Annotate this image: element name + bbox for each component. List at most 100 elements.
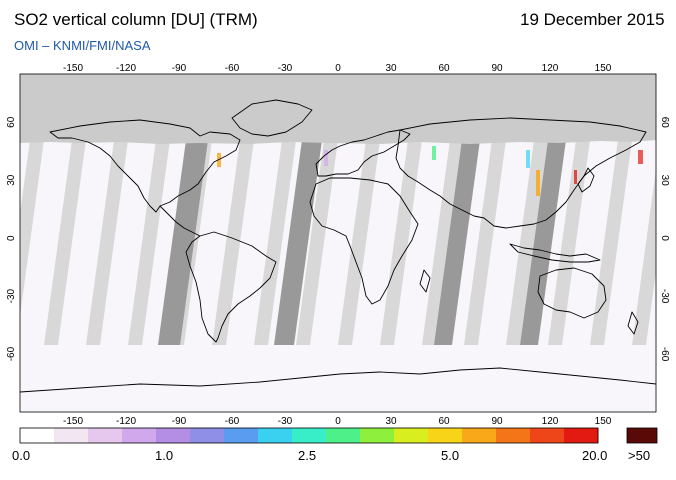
colorbar-label-2: 2.5 [298, 448, 317, 463]
orbit-swath [548, 140, 590, 345]
lat-tick-left-1: 30 [6, 174, 17, 186]
lon-tick-top-0: -150 [63, 63, 83, 74]
lon-tick-top-5: 0 [335, 63, 341, 74]
lat-tick-left-3: -30 [6, 288, 17, 303]
orbit-swath [20, 140, 44, 316]
lon-tick-bottom-7: 60 [438, 416, 450, 427]
lat-tick-left-4: -60 [6, 346, 17, 361]
coastlines [20, 99, 656, 393]
latitude-ticks-right: 60 30 0 -30 -60 [659, 117, 670, 362]
orbit-swath [254, 140, 296, 345]
colorbar-segment [258, 428, 293, 443]
coastline-central-america [159, 205, 201, 237]
no-data-swath [158, 140, 208, 345]
so2-hotspot-sahara [324, 150, 328, 166]
lon-tick-top-9: 120 [542, 63, 559, 74]
coastline-madagascar [419, 269, 431, 293]
coastline-japan [577, 167, 595, 193]
so2-hotspot-east-asia [536, 170, 540, 196]
orbit-swath [590, 140, 632, 345]
colorbar-segment [190, 428, 225, 443]
colorbar-strip [20, 428, 599, 443]
coastline-greenland [231, 99, 313, 137]
lon-tick-top-7: 60 [438, 63, 450, 74]
polar-night-region [20, 74, 656, 144]
no-data-swath [274, 140, 322, 345]
colorbar-segment [564, 428, 599, 443]
map-date: 19 December 2015 [520, 10, 665, 29]
colorbar-segment [292, 428, 327, 443]
orbit-swath [338, 140, 380, 345]
coastline-new-zealand [627, 311, 639, 335]
lon-tick-bottom-5: 0 [335, 416, 341, 427]
orbit-swath [422, 140, 464, 345]
longitude-ticks-bottom: -150 -120 -90 -60 -30 0 30 60 90 120 150 [63, 416, 612, 427]
colorbar-segment [462, 428, 497, 443]
map-frame [19, 73, 657, 413]
data-credit: OMI – KNMI/FMI/NASA [14, 38, 151, 53]
orbit-swath [380, 140, 422, 345]
orbit-swath [86, 140, 128, 345]
colorbar-frame [19, 427, 599, 444]
colorbar-segment [20, 428, 55, 443]
lon-tick-bottom-3: -60 [225, 416, 240, 427]
lon-tick-bottom-0: -150 [63, 416, 83, 427]
so2-hotspot-pacific [638, 150, 643, 164]
colorbar-segment [88, 428, 123, 443]
lon-tick-bottom-4: -30 [278, 416, 293, 427]
orbit-swath [632, 169, 656, 345]
lon-tick-bottom-8: 90 [491, 416, 503, 427]
map-title: SO2 vertical column [DU] (TRM) [14, 10, 258, 29]
latitude-ticks-left: 60 30 0 -30 -60 [6, 116, 17, 361]
lon-tick-top-2: -90 [172, 63, 187, 74]
lon-tick-top-1: -120 [116, 63, 136, 74]
colorbar-label-3: 5.0 [441, 448, 460, 463]
so2-hotspot-russia [432, 146, 436, 160]
colorbar-segment [156, 428, 191, 443]
colorbar-segment [54, 428, 89, 443]
lat-tick-right-2: 0 [659, 235, 670, 241]
lon-tick-bottom-10: 150 [595, 416, 612, 427]
lat-tick-right-3: -30 [659, 289, 670, 304]
colorbar-segment [224, 428, 259, 443]
colorbar-segment [530, 428, 565, 443]
coastline-indonesia [509, 243, 601, 263]
orbit-swath [44, 140, 86, 345]
lat-tick-left-2: 0 [6, 235, 17, 241]
lon-tick-top-8: 90 [491, 63, 503, 74]
colorbar-overflow-label: >50 [628, 448, 651, 463]
coastline-africa [309, 177, 419, 305]
lon-tick-bottom-2: -90 [172, 416, 187, 427]
lon-tick-bottom-6: 30 [385, 416, 397, 427]
colorbar-segment [122, 428, 157, 443]
lon-tick-top-10: 150 [595, 63, 612, 74]
colorbar-segment [360, 428, 395, 443]
so2-hotspot-siberia [526, 150, 530, 168]
orbit-swath [464, 140, 506, 345]
coastline-europe [315, 129, 411, 177]
colorbar-segment [496, 428, 531, 443]
lat-tick-right-4: -60 [659, 347, 670, 362]
no-data-swath [520, 140, 566, 345]
coastline-antarctica [20, 367, 656, 393]
no-data-swath [434, 140, 480, 345]
coastline-north-america [49, 119, 241, 213]
lon-tick-bottom-1: -120 [116, 416, 136, 427]
lat-tick-left-0: 60 [6, 116, 17, 128]
colorbar-segment [394, 428, 429, 443]
lat-tick-right-1: 30 [659, 175, 670, 187]
colorbar-segment [326, 428, 361, 443]
so2-hotspot-korea [574, 170, 577, 184]
longitude-ticks-top: -150 -120 -90 -60 -30 0 30 60 90 120 150 [63, 63, 612, 74]
orbit-swath [128, 140, 170, 345]
colorbar-overflow-swatch [626, 427, 658, 444]
no-data-swaths [158, 140, 566, 345]
lon-tick-bottom-9: 120 [542, 416, 559, 427]
coastline-south-america [185, 231, 277, 343]
colorbar-label-1: 1.0 [155, 448, 174, 463]
lon-tick-top-3: -60 [225, 63, 240, 74]
lat-tick-right-0: 60 [659, 117, 670, 129]
colorbar-label-4: 20.0 [582, 448, 608, 463]
lon-tick-top-4: -30 [278, 63, 293, 74]
orbit-swath [296, 140, 338, 345]
